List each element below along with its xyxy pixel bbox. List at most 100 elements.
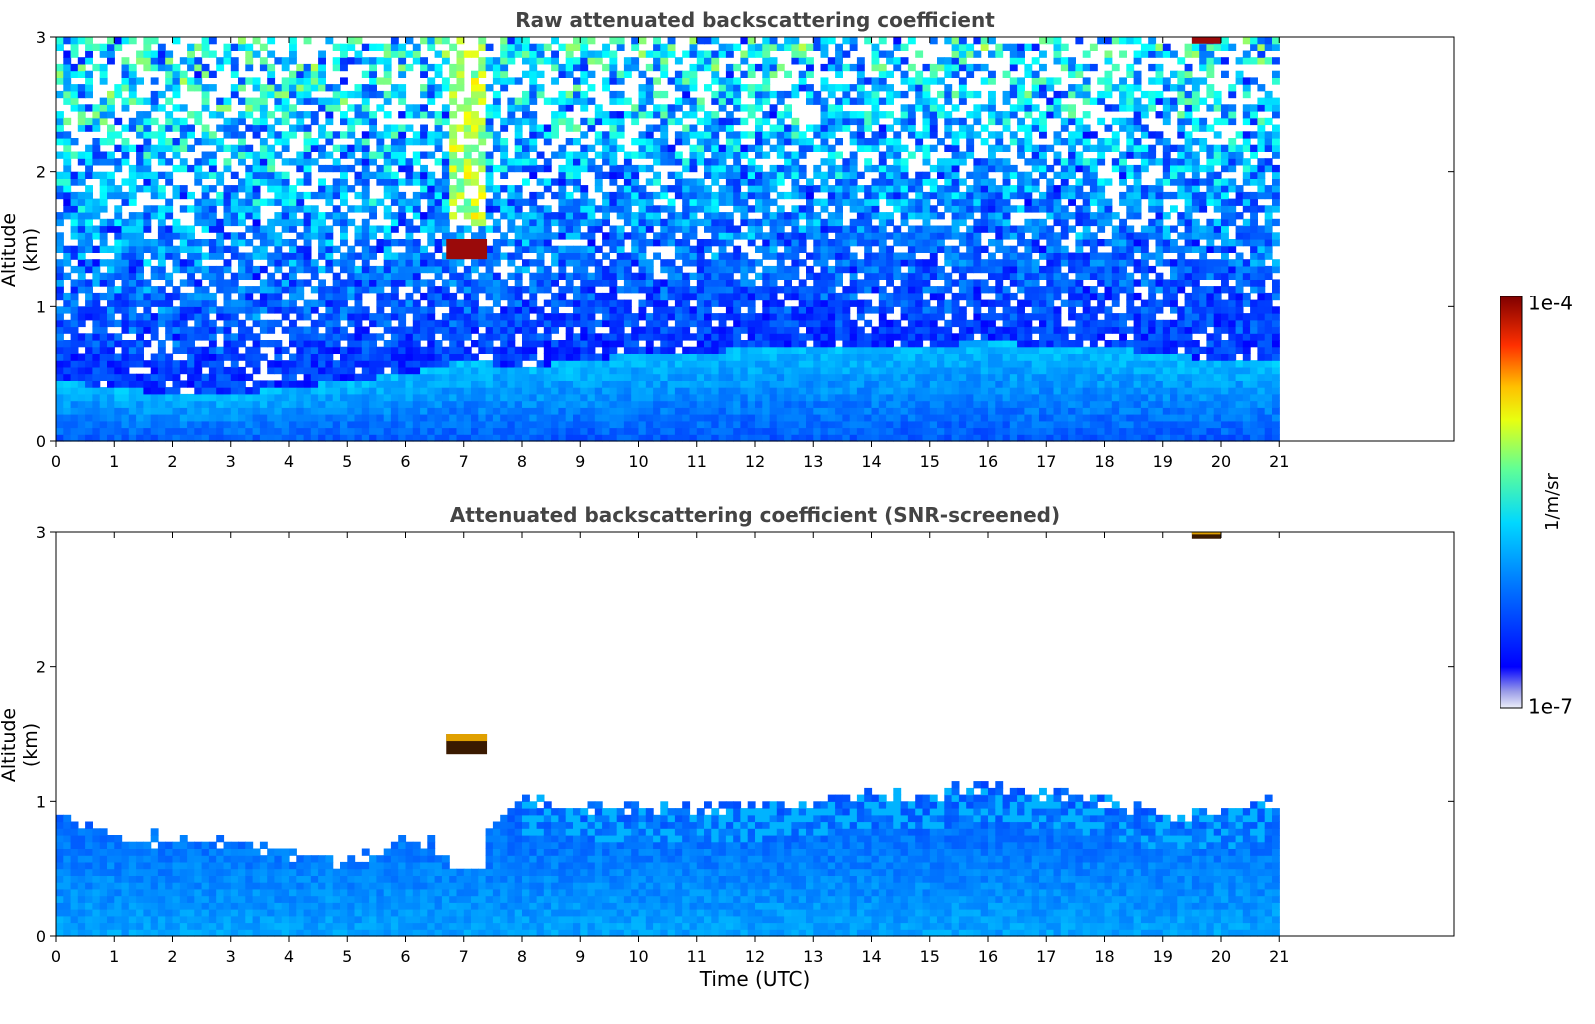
heatmap-cell (725, 333, 734, 341)
heatmap-cell (340, 279, 348, 287)
heatmap-cell (725, 340, 734, 348)
heatmap-cell (376, 319, 385, 328)
heatmap-cell (361, 144, 370, 152)
heatmap-cell (835, 420, 843, 429)
heatmap-cell (682, 434, 691, 442)
heatmap-cell (56, 366, 64, 375)
heatmap-cell (507, 43, 516, 51)
heatmap-cell (121, 353, 130, 361)
heatmap-cell (420, 407, 428, 415)
heatmap-cell (485, 178, 494, 186)
heatmap-cell (667, 104, 676, 112)
heatmap-cell (529, 400, 538, 408)
heatmap-cell (223, 205, 232, 213)
heatmap-cell (551, 111, 559, 119)
heatmap-cell (194, 245, 203, 253)
heatmap-cell (223, 245, 232, 253)
heatmap-cell (543, 185, 552, 193)
heatmap-cell (303, 225, 312, 233)
heatmap-cell (456, 63, 465, 72)
heatmap-cell (835, 63, 843, 72)
heatmap-cell (485, 407, 494, 415)
heatmap-cell (201, 43, 210, 51)
heatmap-cell (114, 144, 123, 152)
heatmap-cell (813, 37, 822, 45)
heatmap-cell (616, 117, 625, 126)
heatmap-cell (99, 400, 108, 408)
heatmap-cell (325, 212, 334, 220)
heatmap-cell (471, 265, 479, 274)
heatmap-cell (660, 225, 669, 233)
heatmap-cell (245, 272, 254, 280)
heatmap-cell (172, 427, 181, 435)
heatmap-cell (121, 77, 130, 85)
heatmap-cell (725, 43, 734, 51)
heatmap-cell (434, 407, 443, 415)
heatmap-cell (332, 205, 341, 213)
heatmap-cell (602, 252, 610, 260)
heatmap-cell (412, 225, 421, 233)
heatmap-cell (492, 198, 501, 206)
heatmap-cell (660, 138, 669, 146)
heatmap-cell (390, 400, 399, 408)
heatmap-cell (150, 245, 159, 253)
heatmap-cell (594, 306, 603, 314)
heatmap-cell (551, 434, 559, 442)
heatmap-cell (725, 70, 734, 78)
heatmap-cell (485, 43, 494, 51)
heatmap-cell (85, 420, 93, 429)
heatmap-cell (835, 239, 843, 247)
heatmap-cell (121, 393, 130, 402)
heatmap-cell (208, 407, 217, 415)
heatmap-cell (704, 340, 712, 348)
heatmap-cell (784, 252, 792, 260)
heatmap-cell (551, 232, 559, 240)
heatmap-cell (427, 43, 436, 51)
heatmap-cell (412, 265, 421, 274)
heatmap-cell (150, 427, 159, 435)
heatmap-cell (121, 279, 130, 287)
heatmap-cell (347, 333, 356, 341)
heatmap-cell (492, 272, 501, 280)
heatmap-cell (798, 306, 807, 314)
heatmap-cell (252, 178, 261, 186)
heatmap-cell (631, 333, 640, 341)
heatmap-cell (725, 252, 734, 260)
heatmap-cell (725, 313, 734, 321)
heatmap-cell (623, 252, 632, 260)
heatmap-cell (580, 272, 589, 280)
heatmap-cell (543, 387, 552, 395)
heatmap-cell (536, 164, 545, 173)
heatmap-cell (478, 346, 487, 354)
heatmap-cell (136, 158, 144, 166)
heatmap-cell (565, 97, 574, 105)
heatmap-cell (85, 400, 93, 408)
heatmap-cell (718, 151, 727, 159)
heatmap-cell (230, 144, 239, 152)
heatmap-cell (121, 326, 130, 334)
heatmap-cell (565, 63, 574, 72)
heatmap-cell (179, 346, 188, 354)
heatmap-cell (332, 407, 341, 415)
heatmap-cell (747, 158, 756, 166)
heatmap-cell (507, 50, 516, 58)
heatmap-cell (798, 292, 807, 301)
heatmap-cell (514, 346, 523, 354)
heatmap-cell (696, 265, 705, 274)
heatmap-cell (660, 434, 669, 442)
heatmap-cell (398, 70, 407, 78)
heatmap-cell (492, 346, 501, 354)
heatmap-cell (806, 178, 814, 186)
heatmap-cell (332, 164, 341, 173)
heatmap-cell (332, 279, 341, 287)
heatmap-cell (682, 373, 691, 381)
heatmap-cell (157, 218, 166, 227)
heatmap-cell (405, 232, 414, 240)
heatmap-cell (798, 239, 807, 247)
heatmap-cell (296, 178, 305, 186)
heatmap-cell (842, 387, 851, 395)
heatmap-cell (267, 272, 276, 280)
heatmap-cell (784, 124, 792, 132)
heatmap-cell (704, 279, 712, 287)
heatmap-cell (252, 340, 261, 348)
